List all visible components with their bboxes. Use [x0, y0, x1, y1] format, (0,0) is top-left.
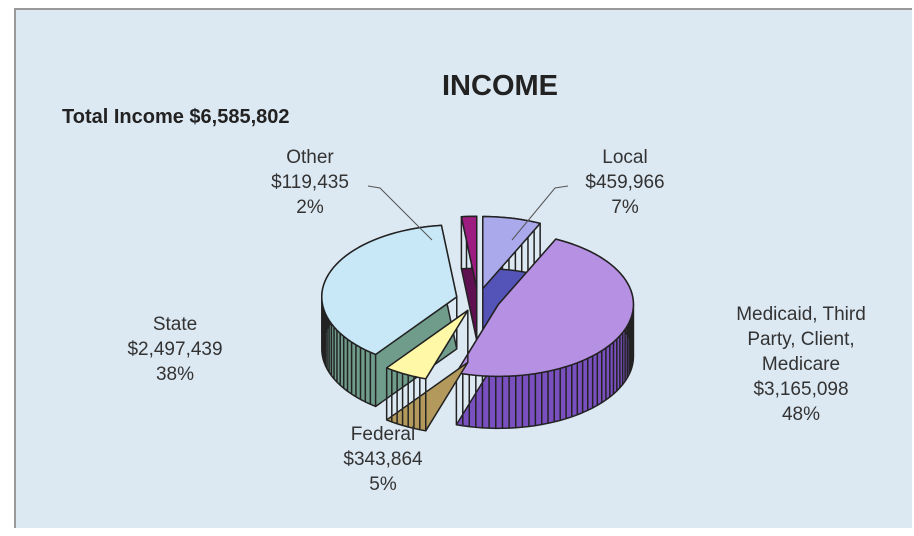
- label-percent: 48%: [781, 404, 821, 425]
- label-value: $3,165,098: [753, 379, 849, 400]
- label-name: State: [152, 314, 198, 335]
- label-value: $343,864: [343, 449, 423, 470]
- label-name: Medicaid, Third Party, Client, Medicare: [736, 304, 866, 375]
- slice: [321, 224, 458, 356]
- slice: [460, 215, 478, 290]
- chart-subtitle: Total Income $6,585,802: [62, 106, 290, 128]
- chart-title: INCOME: [442, 70, 558, 102]
- label-name: Federal: [350, 424, 416, 445]
- leader-line: [511, 185, 569, 241]
- slice: [385, 309, 469, 380]
- label-percent: 2%: [296, 197, 324, 218]
- pie: [321, 215, 635, 432]
- label-percent: 38%: [155, 364, 195, 385]
- slice-label: Local $459,966 7%: [560, 145, 690, 220]
- leader-line: [367, 185, 433, 241]
- label-percent: 5%: [369, 474, 397, 495]
- slice: [455, 238, 635, 378]
- slice-label: Other $119,435 2%: [245, 145, 375, 220]
- slice: [482, 215, 541, 290]
- slice-label: State $2,497,439 38%: [100, 312, 250, 387]
- slice-label: Federal $343,864 5%: [318, 422, 448, 497]
- label-value: $119,435: [271, 172, 349, 193]
- label-value: $2,497,439: [127, 339, 223, 360]
- label-percent: 7%: [611, 197, 639, 218]
- label-name: Local: [602, 147, 648, 168]
- slice-label: Medicaid, Third Party, Client, Medicare $…: [712, 302, 890, 427]
- label-name: Other: [286, 147, 334, 168]
- label-value: $459,966: [585, 172, 665, 193]
